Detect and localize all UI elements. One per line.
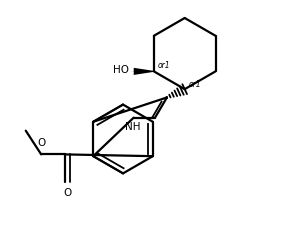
Text: HO: HO [113, 65, 129, 75]
Polygon shape [130, 71, 154, 72]
Text: or1: or1 [188, 80, 201, 89]
Text: O: O [37, 138, 45, 148]
Text: or1: or1 [157, 61, 170, 70]
Text: O: O [63, 188, 71, 198]
Text: NH: NH [125, 122, 140, 132]
Polygon shape [134, 68, 154, 75]
